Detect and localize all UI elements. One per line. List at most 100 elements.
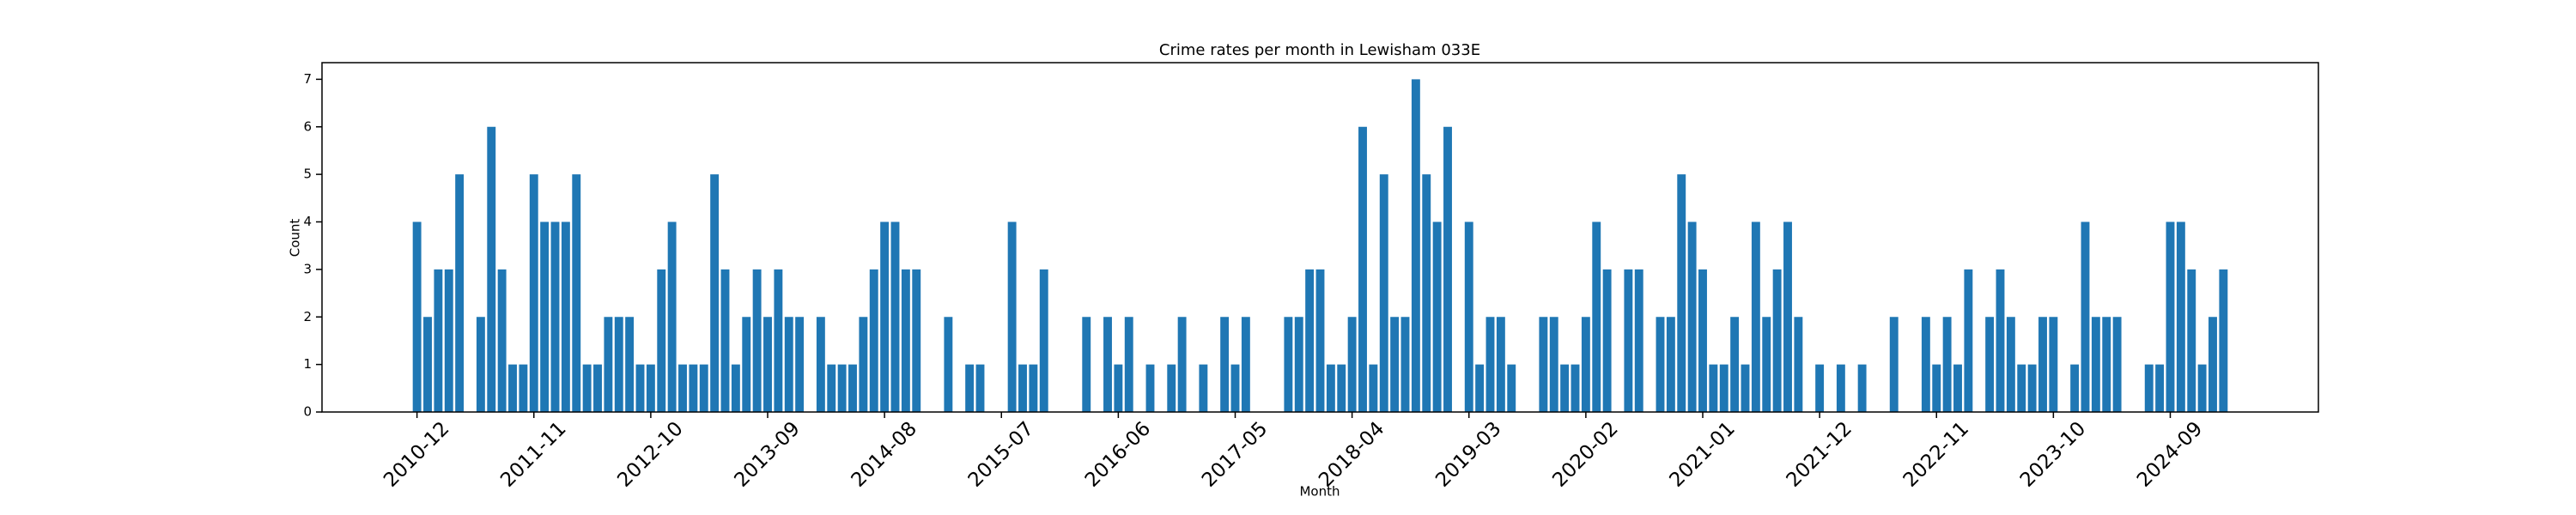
bar <box>1602 269 1612 412</box>
bar <box>1496 317 1505 412</box>
y-tick-label: 1 <box>303 356 312 372</box>
x-tick-label: 2010-12 <box>380 417 453 491</box>
bar <box>1230 364 1240 412</box>
x-axis-label: Month <box>1299 484 1340 500</box>
y-tick-label: 3 <box>303 261 312 276</box>
bar <box>848 364 857 412</box>
y-tick-label: 4 <box>303 214 312 229</box>
bar <box>519 364 528 412</box>
bar <box>1220 317 1230 412</box>
bar <box>635 364 645 412</box>
y-axis-label: Count <box>288 219 303 258</box>
bar <box>1167 364 1176 412</box>
bar <box>1145 364 1155 412</box>
x-tick-label: 2013-09 <box>730 417 804 491</box>
bar <box>497 269 507 412</box>
bar <box>1411 79 1420 412</box>
x-tick-label: 2021-12 <box>1783 417 1856 491</box>
bar <box>710 174 720 412</box>
bar <box>1889 317 1899 412</box>
bar <box>2144 364 2154 412</box>
x-tick-label: 2024-09 <box>2133 417 2207 491</box>
bar <box>2166 221 2175 412</box>
bar <box>827 364 836 412</box>
x-tick-label: 2015-07 <box>964 417 1038 491</box>
bar <box>1719 364 1728 412</box>
bar <box>1305 269 1315 412</box>
bar <box>434 269 443 412</box>
bar <box>1549 317 1558 412</box>
bar <box>444 269 453 412</box>
bar <box>561 221 570 412</box>
bar <box>1677 174 1686 412</box>
bar <box>2155 364 2165 412</box>
bar <box>646 364 655 412</box>
bar <box>1475 364 1485 412</box>
bar <box>1560 364 1570 412</box>
bar <box>1199 364 1208 412</box>
bar <box>1751 221 1760 412</box>
bar <box>593 364 602 412</box>
bar <box>1996 269 2005 412</box>
bar <box>2006 317 2015 412</box>
bar <box>689 364 698 412</box>
axes-frame <box>321 62 2319 413</box>
bar <box>2176 221 2185 412</box>
x-tick-label: 2012-10 <box>613 417 687 491</box>
bar <box>1730 317 1740 412</box>
bar <box>1114 364 1123 412</box>
bar <box>508 364 517 412</box>
bar <box>774 269 783 412</box>
bar <box>614 317 623 412</box>
bar <box>1539 317 1548 412</box>
bar <box>1985 317 1995 412</box>
bar <box>1571 364 1580 412</box>
x-tick-label: 2020-02 <box>1548 417 1622 491</box>
x-tick-label: 2018-04 <box>1315 417 1388 491</box>
bar <box>1082 317 1091 412</box>
bar <box>1709 364 1718 412</box>
bar <box>1783 221 1792 412</box>
bar <box>1432 221 1442 412</box>
bar <box>1315 269 1325 412</box>
bar <box>1592 221 1601 412</box>
bar <box>1815 364 1825 412</box>
bar <box>752 269 762 412</box>
bar <box>1124 317 1133 412</box>
bar <box>1422 174 1431 412</box>
bar <box>731 364 740 412</box>
bar <box>1953 364 1962 412</box>
bar <box>540 221 550 412</box>
bar <box>901 269 910 412</box>
x-tick-label: 2019-03 <box>1431 417 1505 491</box>
bar <box>720 269 730 412</box>
bar <box>944 317 953 412</box>
bar <box>529 174 538 412</box>
bar <box>1241 317 1250 412</box>
bar <box>763 317 772 412</box>
bar <box>487 126 496 412</box>
bar <box>1007 221 1017 412</box>
bar <box>2187 269 2196 412</box>
x-tick-label: 2017-05 <box>1198 417 1272 491</box>
bar <box>455 174 465 412</box>
bar <box>1347 317 1357 412</box>
bar <box>880 221 890 412</box>
bar <box>1443 126 1452 412</box>
y-tick-label: 7 <box>303 71 312 87</box>
bar <box>1379 174 1388 412</box>
bar <box>572 174 581 412</box>
bar <box>1103 317 1112 412</box>
bar <box>2091 317 2100 412</box>
bar <box>667 221 677 412</box>
bar <box>1794 317 1803 412</box>
bar <box>423 317 432 412</box>
bar <box>1687 221 1697 412</box>
bar <box>795 317 805 412</box>
bar <box>1284 317 1293 412</box>
bar <box>859 317 868 412</box>
bar <box>1369 364 1378 412</box>
bar <box>1942 317 1952 412</box>
bar <box>476 317 485 412</box>
